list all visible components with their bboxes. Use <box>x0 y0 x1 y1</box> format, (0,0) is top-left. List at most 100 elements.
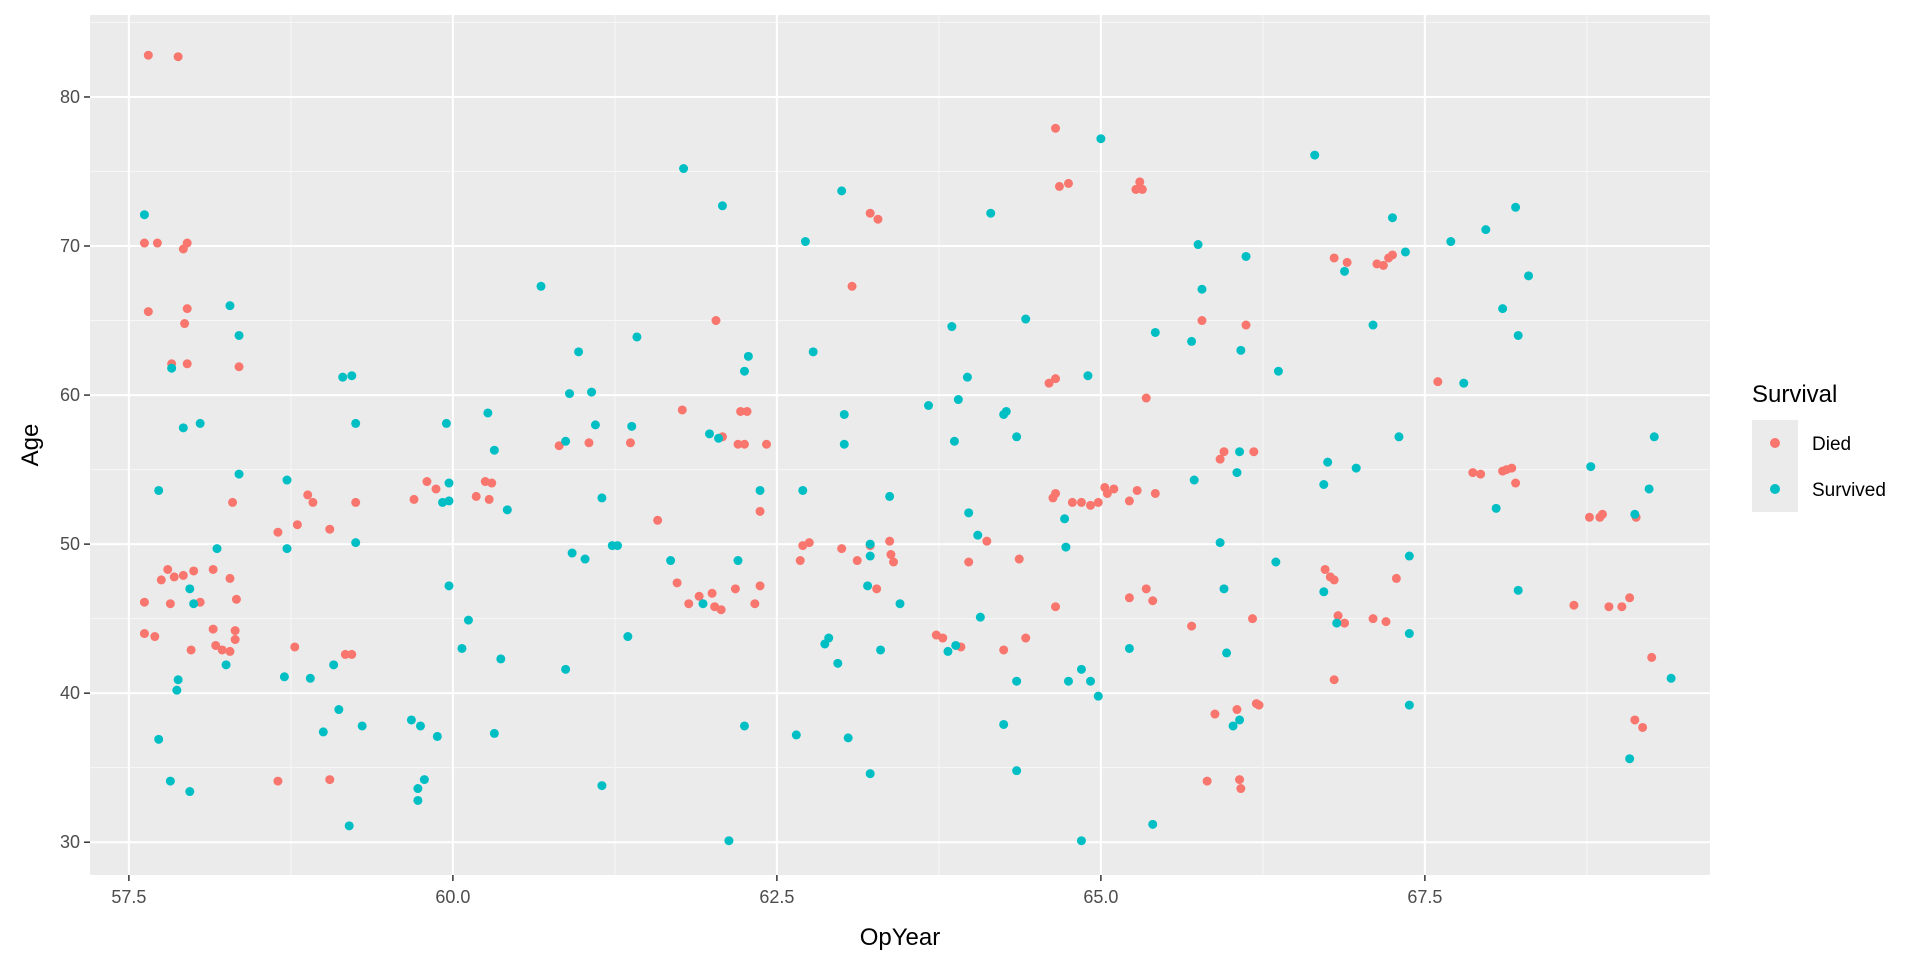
point-survived <box>212 544 222 554</box>
point-died <box>1197 316 1207 326</box>
point-died <box>273 776 283 786</box>
point-died <box>554 441 564 451</box>
point-survived <box>885 491 895 501</box>
point-survived <box>717 201 727 211</box>
point-survived <box>865 769 875 779</box>
point-survived <box>357 721 367 731</box>
point-died <box>1124 496 1134 506</box>
point-died <box>730 584 740 594</box>
point-died <box>230 626 240 636</box>
point-died <box>1051 602 1061 612</box>
point-survived <box>334 705 344 715</box>
point-survived <box>189 599 199 609</box>
point-died <box>1014 554 1024 564</box>
point-died <box>677 405 687 415</box>
point-survived <box>502 505 512 515</box>
point-died <box>340 649 350 659</box>
point-survived <box>876 645 886 655</box>
point-died <box>1067 497 1077 507</box>
point-died <box>143 50 153 60</box>
point-survived <box>1666 673 1676 683</box>
point-survived <box>1236 345 1246 355</box>
point-survived <box>1340 266 1350 276</box>
point-survived <box>1332 618 1342 628</box>
point-died <box>886 550 896 560</box>
point-died <box>178 570 188 580</box>
point-died <box>1044 378 1054 388</box>
point-survived <box>1150 327 1160 337</box>
point-died <box>471 491 481 501</box>
point-died <box>1476 469 1486 479</box>
point-survived <box>173 675 183 685</box>
point-survived <box>1222 648 1232 658</box>
point-survived <box>679 164 689 174</box>
point-died <box>711 316 721 326</box>
point-survived <box>1232 468 1242 478</box>
point-died <box>1086 500 1096 510</box>
point-died <box>182 359 192 369</box>
point-survived <box>1524 271 1534 281</box>
point-survived <box>172 685 182 695</box>
point-died <box>1236 784 1246 794</box>
point-died <box>186 645 196 655</box>
point-died <box>1329 253 1339 263</box>
point-survived <box>1310 150 1320 160</box>
point-survived <box>154 485 164 495</box>
point-survived <box>1404 551 1414 561</box>
point-died <box>182 238 192 248</box>
point-survived <box>1446 237 1456 247</box>
point-died <box>325 524 335 534</box>
point-died <box>1597 509 1607 519</box>
point-survived <box>1511 202 1521 212</box>
point-died <box>484 494 494 504</box>
point-died <box>873 214 883 224</box>
point-died <box>1063 178 1073 188</box>
point-survived <box>406 715 416 725</box>
point-survived <box>962 372 972 382</box>
point-died <box>684 599 694 609</box>
point-survived <box>986 208 996 218</box>
legend: Survival Died Survived <box>1752 381 1886 512</box>
point-died <box>1391 573 1401 583</box>
point-survived <box>973 530 983 540</box>
point-died <box>755 581 765 591</box>
point-survived <box>833 658 843 668</box>
point-died <box>431 484 441 494</box>
point-died <box>273 527 283 537</box>
point-survived <box>824 633 834 643</box>
point-survived <box>483 408 493 418</box>
point-survived <box>441 418 451 428</box>
point-died <box>1329 575 1339 585</box>
legend-key-died <box>1770 438 1780 448</box>
point-survived <box>800 237 810 247</box>
point-died <box>964 557 974 567</box>
point-survived <box>496 654 506 664</box>
x-tick-label: 62.5 <box>759 887 794 907</box>
point-died <box>982 536 992 546</box>
point-survived <box>943 646 953 656</box>
point-survived <box>574 347 584 357</box>
point-survived <box>1193 240 1203 250</box>
point-died <box>1051 374 1061 384</box>
y-axis: 30 40 50 60 70 80 <box>60 87 90 852</box>
point-survived <box>536 281 546 291</box>
point-died <box>1202 776 1212 786</box>
point-survived <box>195 418 205 428</box>
point-survived <box>623 632 633 642</box>
point-died <box>217 645 227 655</box>
point-survived <box>714 433 724 443</box>
point-survived <box>1012 432 1022 442</box>
point-survived <box>1093 691 1103 701</box>
point-survived <box>178 423 188 433</box>
point-died <box>1093 497 1103 507</box>
x-axis: 57.5 60.0 62.5 65.0 67.5 <box>111 875 1442 907</box>
point-died <box>1604 602 1614 612</box>
point-survived <box>739 721 749 731</box>
point-survived <box>743 351 753 361</box>
point-died <box>422 477 432 487</box>
point-died <box>1232 705 1242 715</box>
point-survived <box>225 301 235 311</box>
point-survived <box>1076 836 1086 846</box>
point-survived <box>1368 320 1378 330</box>
point-died <box>156 575 166 585</box>
